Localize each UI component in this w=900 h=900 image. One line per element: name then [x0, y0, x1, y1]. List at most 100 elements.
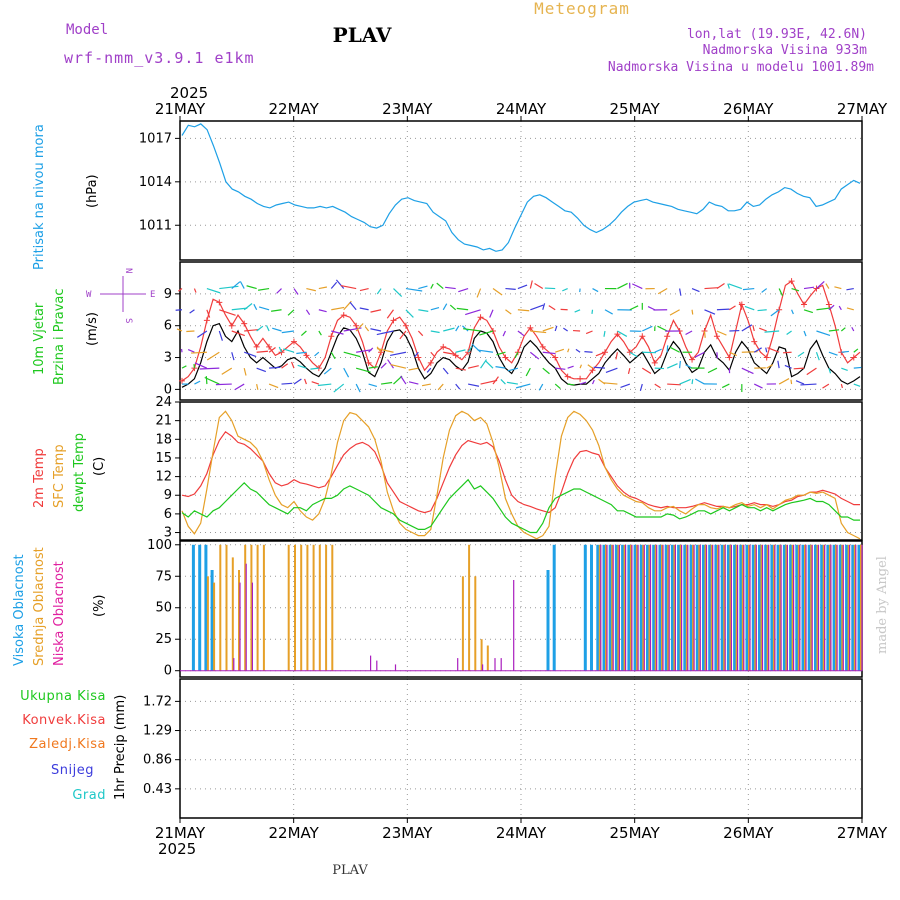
- wind-arrow: [679, 378, 691, 385]
- gust-point: [788, 278, 795, 285]
- wind-arrow: [679, 360, 681, 369]
- wind-arrow: [505, 287, 516, 290]
- wind-arrow: [782, 351, 792, 354]
- wind-arrow: [278, 346, 283, 353]
- ytick-label: 9: [164, 488, 172, 503]
- wind-arrow: [189, 309, 195, 314]
- wind-arrow: [368, 383, 378, 388]
- wind-arrow: [256, 325, 264, 332]
- bar-mid: [692, 544, 695, 671]
- wind-arrow: [480, 359, 487, 369]
- wind-arrow: [828, 304, 835, 311]
- wind-arrow: [177, 288, 183, 292]
- bar-high: [596, 544, 600, 671]
- wind-arrow: [196, 330, 208, 338]
- wind-arrow: [506, 381, 518, 385]
- wind-arrow: [219, 309, 236, 316]
- wind-arrow: [517, 309, 530, 312]
- wind-arrow: [604, 309, 613, 315]
- gust-point: [390, 317, 397, 324]
- wind-arrow: [752, 325, 755, 332]
- wind-arrow: [767, 347, 780, 353]
- wind-arrow: [548, 305, 556, 311]
- wind-arrow: [567, 383, 575, 386]
- bar-high: [608, 544, 612, 671]
- wind-arrow: [476, 288, 482, 298]
- bar-high: [758, 544, 761, 671]
- wind-arrow: [803, 286, 815, 290]
- wind-arrow: [480, 379, 498, 385]
- bar-high: [670, 544, 674, 671]
- altitude-label: Nadmorska Visina 933m: [703, 43, 868, 58]
- ytick-label: 0.43: [143, 782, 172, 797]
- bar-high: [702, 544, 705, 671]
- bar-low: [631, 544, 633, 671]
- series-line-t2m: [181, 430, 860, 514]
- bar-mid: [294, 544, 296, 671]
- wind-arrow: [380, 381, 393, 385]
- bar-high: [776, 544, 780, 671]
- bar-low: [457, 658, 459, 671]
- ytick-label: 18: [155, 432, 172, 447]
- bar-mid: [698, 544, 701, 671]
- wind-arrow: [828, 351, 838, 356]
- gust-point: [726, 354, 733, 361]
- gust-point: [589, 367, 596, 374]
- wind-arrow: [534, 282, 544, 290]
- bar-mid: [331, 544, 334, 671]
- wind-arrow: [851, 326, 855, 332]
- wind-arrow: [359, 307, 369, 311]
- wind-arrow: [603, 382, 618, 385]
- wind-arrow: [265, 325, 270, 332]
- wind-arrow: [187, 349, 195, 353]
- precip-legend-snow: Snijeg: [51, 763, 94, 778]
- bar-mid: [648, 544, 651, 671]
- cloud-unit: (%): [92, 595, 107, 618]
- bar-low: [370, 655, 372, 671]
- gust-point: [278, 349, 285, 356]
- wind-arrow: [639, 383, 643, 392]
- wind-arrow: [449, 304, 457, 311]
- temp-ylabel-1: 2m Temp: [32, 448, 47, 508]
- wind-arrow: [181, 365, 187, 369]
- wind-ylabel-1: 10m Vjetar: [32, 302, 47, 375]
- bar-low: [817, 544, 820, 671]
- bar-mid: [735, 544, 738, 671]
- x-day-label-bottom: 25MAY: [610, 824, 661, 842]
- gust-point: [626, 349, 633, 356]
- bar-mid: [244, 544, 247, 671]
- wind-arrow: [703, 330, 706, 338]
- bar-low: [600, 544, 602, 671]
- gust-point: [440, 343, 447, 350]
- wind-arrow: [654, 348, 662, 353]
- wind-arrow: [231, 352, 235, 361]
- wind-arrow: [647, 305, 655, 311]
- wind-arrow: [268, 383, 279, 389]
- wind-arrow: [704, 309, 716, 315]
- wind-arrow: [408, 367, 419, 371]
- bar-mid: [791, 544, 794, 671]
- bar-mid: [629, 544, 632, 671]
- wind-arrow: [721, 383, 730, 389]
- wind-arrow: [330, 281, 338, 289]
- bar-low: [861, 544, 863, 671]
- bar-low: [245, 563, 247, 671]
- cloud-ylabel-3: Niska Oblacnost: [52, 561, 67, 666]
- gust-point: [415, 354, 422, 361]
- wind-arrow: [176, 328, 183, 332]
- wind-arrow: [716, 330, 727, 336]
- ytick-label: 1014: [139, 175, 172, 190]
- wind-arrow: [442, 303, 448, 311]
- bar-mid: [754, 544, 757, 671]
- wind-arrow: [468, 383, 480, 387]
- wind-arrow: [234, 383, 245, 391]
- gust-point: [713, 333, 720, 340]
- bar-high: [751, 544, 755, 671]
- gust-point: [427, 359, 434, 366]
- wind-arrow: [426, 367, 432, 373]
- bar-low: [482, 664, 484, 671]
- series-line-speed: [181, 322, 861, 388]
- wind-arrow: [430, 330, 440, 334]
- precip-legend-graupel: Grad: [72, 788, 106, 803]
